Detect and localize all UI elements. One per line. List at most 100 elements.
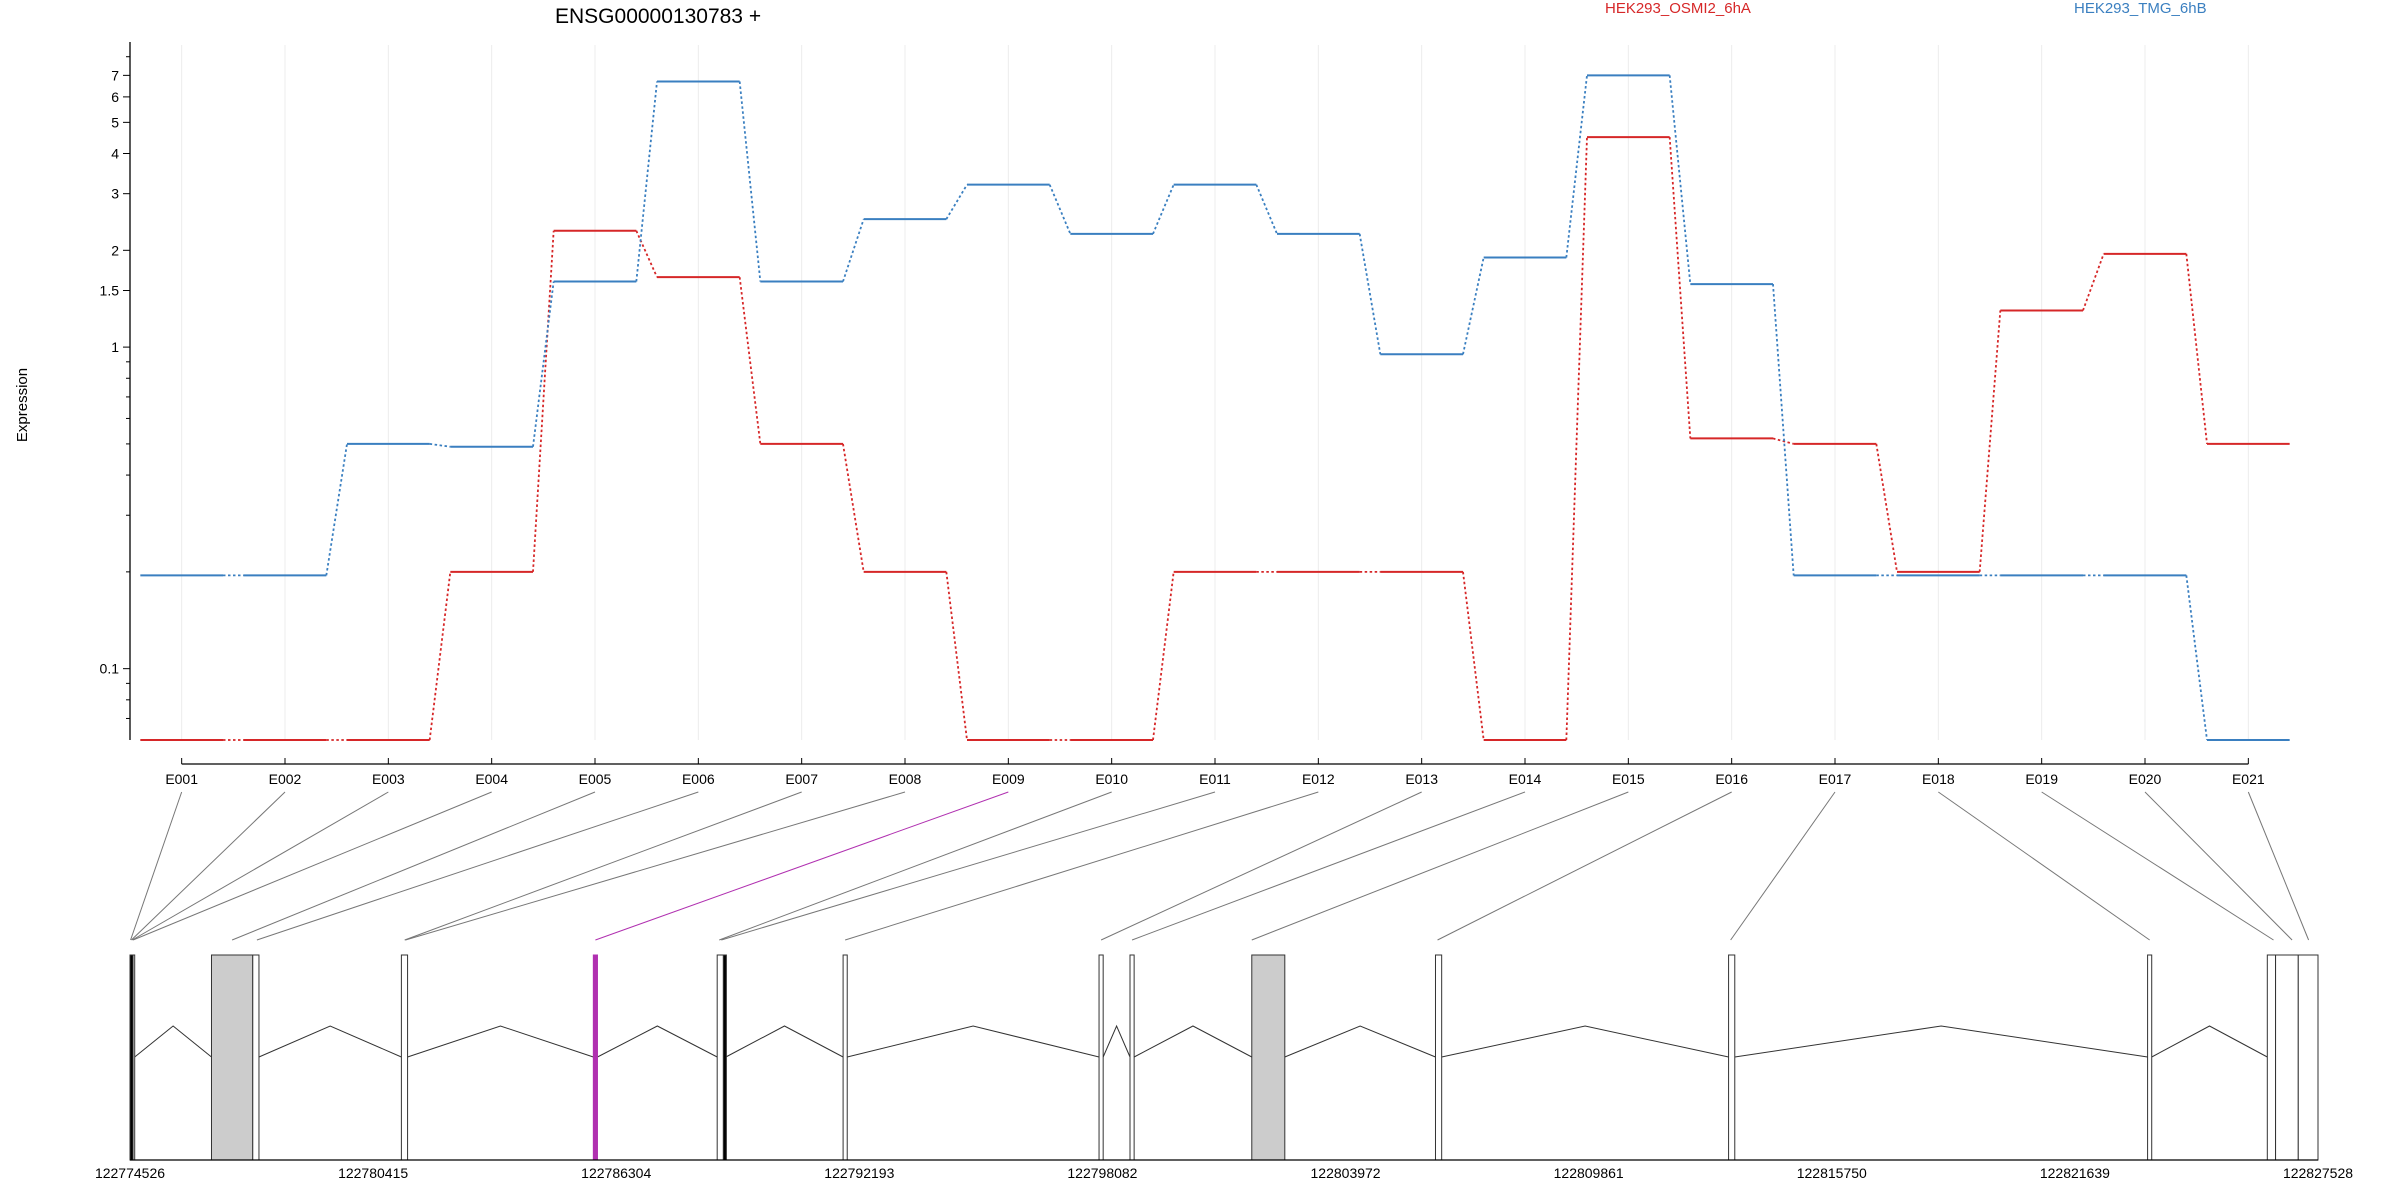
connector-segment xyxy=(1358,233,1382,355)
connector-segment xyxy=(1462,257,1485,355)
connector-segment xyxy=(1565,75,1588,258)
coordinate-label: 122821639 xyxy=(2040,1165,2110,1181)
intron xyxy=(725,1025,844,1058)
exon-block xyxy=(592,954,598,1161)
coordinate-label: 122803972 xyxy=(1311,1165,1381,1181)
connector-segment xyxy=(428,571,452,741)
x-tick-label: E014 xyxy=(1509,771,1542,787)
coordinate-label: 122798082 xyxy=(1067,1165,1137,1181)
x-tick-label: E017 xyxy=(1819,771,1852,787)
x-tick-label: E005 xyxy=(579,771,612,787)
intron xyxy=(2151,1025,2268,1058)
exon-link xyxy=(1730,791,1836,941)
exon-link xyxy=(719,791,1112,941)
exon-block xyxy=(210,954,254,1161)
connector-segment xyxy=(1772,284,1795,576)
x-tick-label: E009 xyxy=(992,771,1025,787)
connector-segment xyxy=(945,571,968,741)
connector-segment xyxy=(532,230,555,572)
exon-link xyxy=(595,791,1009,941)
y-axis-label: Expression xyxy=(14,368,31,442)
exon-link xyxy=(1938,791,2150,941)
connector-segment xyxy=(2082,253,2105,311)
exon-block xyxy=(1434,954,1443,1161)
y-tick-label: 2 xyxy=(111,242,119,258)
exon-block xyxy=(716,954,724,1161)
x-tick-label: E016 xyxy=(1715,771,1748,787)
x-tick-label: E008 xyxy=(889,771,922,787)
axes xyxy=(129,42,2249,765)
connector-segment xyxy=(842,218,865,282)
exon-block xyxy=(2147,954,2153,1161)
x-tick-label: E004 xyxy=(475,771,508,787)
coordinate-label: 122786304 xyxy=(581,1165,651,1181)
y-tick-label: 6 xyxy=(111,89,119,105)
exon-link xyxy=(404,791,802,941)
exon-link xyxy=(1251,791,1629,941)
gene-model xyxy=(129,954,2319,1161)
legend-entry-tmg: HEK293_TMG_6hB xyxy=(2074,0,2207,17)
intron xyxy=(847,1025,1100,1058)
exon-link xyxy=(2041,791,2274,941)
exon-block xyxy=(1728,954,1736,1161)
x-tick-label: E003 xyxy=(372,771,405,787)
coordinate-label: 122774526 xyxy=(95,1165,165,1181)
connector-segment xyxy=(738,81,762,282)
exon-link xyxy=(231,791,596,941)
chart-title: ENSG00000130783 + xyxy=(555,5,761,28)
intron xyxy=(1734,1025,2148,1058)
intron xyxy=(134,1025,212,1058)
connector-segment xyxy=(1152,571,1175,741)
connector-segment xyxy=(1978,310,2002,572)
x-tick-label: E021 xyxy=(2232,771,2265,787)
x-tick-label: E001 xyxy=(165,771,198,787)
connector-segment xyxy=(1668,137,1692,439)
genomic-coordinate-axis: 122774526 122780415 122786304 122792193 1227… xyxy=(95,1159,2353,1181)
exon-block xyxy=(842,954,848,1161)
connector-segment xyxy=(1668,75,1692,285)
y-tick-label: 0.1 xyxy=(100,661,120,677)
connector-segment xyxy=(2185,575,2208,741)
y-tick-label: 5 xyxy=(111,114,119,130)
y-tick-label: 3 xyxy=(111,186,119,202)
exon-link xyxy=(2144,791,2293,941)
y-tick-label: 1 xyxy=(111,339,119,355)
connector-segment xyxy=(2185,253,2208,445)
exon-block xyxy=(400,954,409,1161)
x-tick-label: E007 xyxy=(785,771,818,787)
series-tmg xyxy=(140,74,2290,741)
series-lines xyxy=(140,74,2290,741)
x-tick-label: E020 xyxy=(2129,771,2162,787)
x-tick-label: E018 xyxy=(1922,771,1955,787)
connector-segment xyxy=(842,443,865,573)
coordinate-label: 122780415 xyxy=(338,1165,408,1181)
exon-link xyxy=(2247,791,2310,941)
intron xyxy=(407,1025,594,1058)
y-axis-ticks: 7 6 5 4 3 2 1.5 1 0.1 xyxy=(100,56,130,719)
connector-segment xyxy=(1048,184,1072,235)
x-tick-label: E019 xyxy=(2025,771,2058,787)
connector-segment xyxy=(429,443,451,448)
y-tick-label: 7 xyxy=(111,67,119,83)
exon-block xyxy=(252,954,260,1161)
coordinate-label: 122792193 xyxy=(824,1165,894,1181)
coordinate-label: 122809861 xyxy=(1554,1165,1624,1181)
x-tick-label: E012 xyxy=(1302,771,1335,787)
exon-link xyxy=(721,791,1216,941)
connector-segment xyxy=(635,81,658,282)
exon-link xyxy=(1437,791,1732,941)
exon-block xyxy=(2275,954,2299,1161)
connector-segment xyxy=(635,230,658,278)
x-tick-label: E010 xyxy=(1095,771,1128,787)
exon-block xyxy=(2266,954,2277,1161)
exon-block xyxy=(1129,954,1135,1161)
exon-link xyxy=(132,791,492,941)
intron xyxy=(1284,1025,1436,1058)
exon-link xyxy=(131,791,286,941)
exon-link xyxy=(405,791,906,941)
coordinate-label: 122815750 xyxy=(1797,1165,1867,1181)
intron xyxy=(1441,1025,1729,1058)
exon-block xyxy=(722,954,727,1161)
exon-link xyxy=(845,791,1319,941)
